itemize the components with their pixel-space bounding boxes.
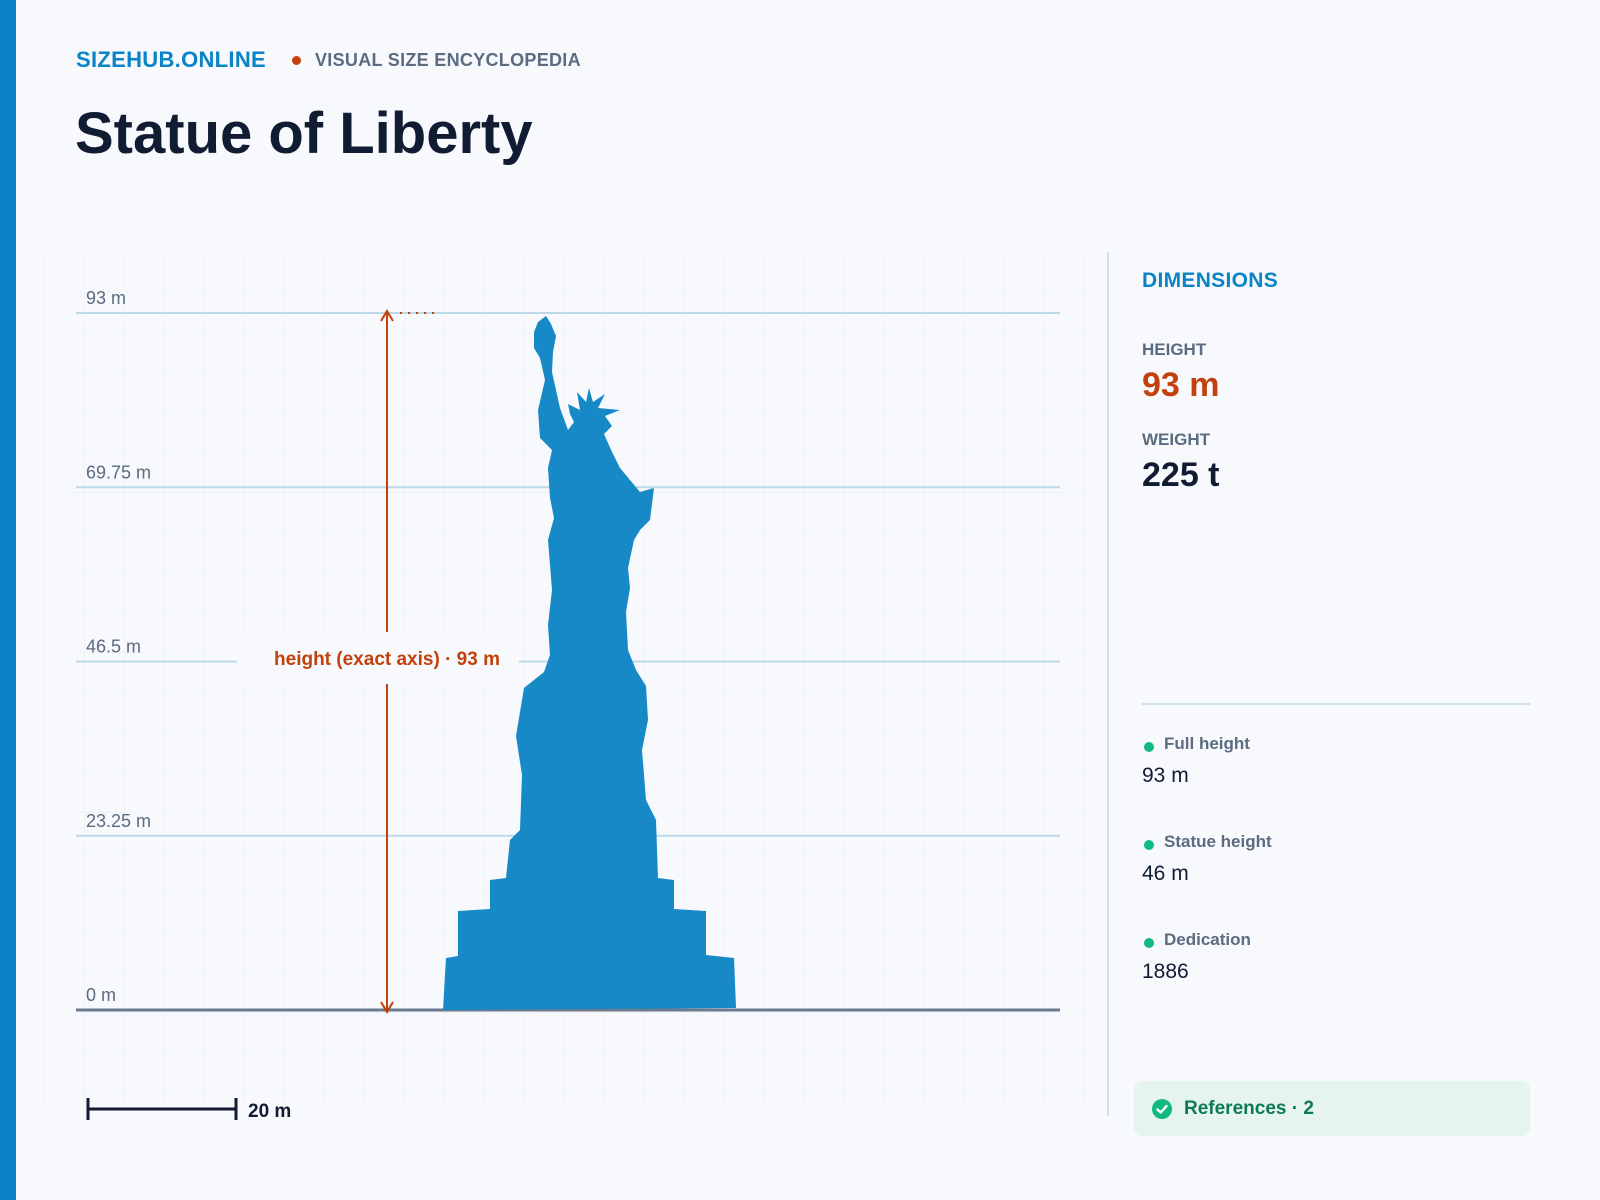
y-tick-label: 93 m: [86, 288, 126, 308]
fact-value: 93 m: [1142, 764, 1189, 787]
fact-value: 46 m: [1142, 862, 1189, 885]
brand-row: SIZEHUB.ONLINE VISUAL SIZE ENCYCLOPEDIA: [76, 47, 581, 73]
bullet-icon: [1144, 742, 1154, 752]
fact-item: Statue height 46 m: [1142, 832, 1522, 912]
site-logo[interactable]: SIZEHUB.ONLINE: [76, 47, 266, 72]
weight-label: WEIGHT: [1142, 430, 1210, 449]
fact-label: Dedication: [1164, 930, 1251, 949]
statue-silhouette: [443, 316, 736, 1010]
panel-rule: [1142, 703, 1530, 705]
site-tagline: VISUAL SIZE ENCYCLOPEDIA: [315, 49, 581, 70]
y-tick-label: 0 m: [86, 985, 116, 1005]
fact-label: Full height: [1164, 734, 1250, 753]
separator-dot: [292, 55, 301, 65]
panel-heading: DIMENSIONS: [1142, 269, 1279, 292]
measure-label: height (exact axis) · 93 m: [274, 649, 500, 670]
height-value: 93 m: [1142, 366, 1220, 404]
fact-label: Statue height: [1164, 832, 1272, 851]
y-tick-label: 69.75 m: [86, 462, 151, 482]
y-tick-label: 23.25 m: [86, 811, 151, 831]
references-button[interactable]: References · 2: [1134, 1081, 1530, 1136]
fact-item: Full height 93 m: [1142, 734, 1522, 814]
size-diagram: 93 m 69.75 m 46.5 m 23.25 m 0 m height (exac…: [44, 252, 1092, 1120]
references-label: References · 2: [1184, 1097, 1314, 1119]
weight-value: 225 t: [1142, 456, 1220, 494]
accent-bar: [0, 0, 16, 1200]
height-label: HEIGHT: [1142, 340, 1207, 359]
fact-item: Dedication 1886: [1142, 930, 1522, 1010]
y-tick-label: 46.5 m: [86, 637, 141, 657]
check-circle-icon: [1152, 1098, 1172, 1119]
scale-bar-label: 20 m: [248, 1101, 291, 1120]
measure-label-bg: [237, 632, 519, 684]
bullet-icon: [1144, 840, 1154, 850]
page-title: Statue of Liberty: [75, 101, 533, 166]
panel-divider: [1107, 252, 1109, 1116]
bullet-icon: [1144, 938, 1154, 948]
arrow-down-icon: [380, 1001, 394, 1014]
arrow-up-icon: [380, 309, 394, 322]
fact-value: 1886: [1142, 960, 1189, 983]
